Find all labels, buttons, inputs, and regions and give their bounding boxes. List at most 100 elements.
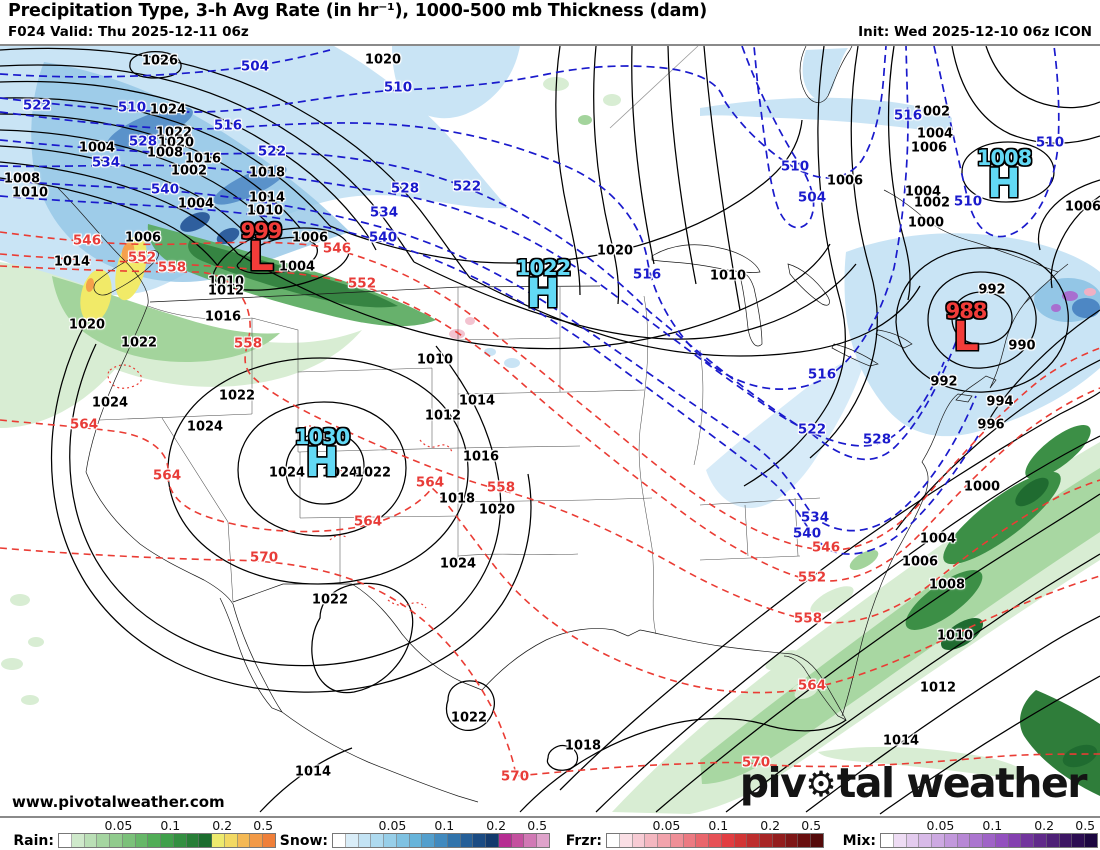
legend-swatch: [696, 834, 710, 847]
watermark-url: www.pivotalweather.com: [12, 793, 225, 811]
legend-color-strip: [332, 833, 550, 848]
legend-swatch: [435, 834, 448, 847]
legend-swatch: [619, 834, 633, 847]
legend-swatch: [384, 834, 397, 847]
legend-swatch: [199, 834, 213, 847]
legend-swatch: [760, 834, 773, 847]
legend-ticks: 0.05 0.1 0.2 0.5: [332, 818, 548, 834]
legend-label: Frzr:: [565, 833, 602, 849]
legend-tick: 0.05: [378, 818, 407, 833]
legend-swatch: [358, 834, 372, 847]
legend-swatch: [71, 834, 85, 847]
legend-tick: 0.2: [486, 818, 507, 833]
legend-swatch: [919, 834, 933, 847]
legend-swatch: [983, 834, 996, 847]
legend-body: 0.05 0.1 0.2 0.5: [606, 818, 824, 850]
legend-swatch: [970, 834, 984, 847]
legend-body: 0.05 0.1 0.2 0.5: [880, 818, 1098, 850]
legend-swatch: [148, 834, 162, 847]
pivotal-weather-logo: piv⚙tal weather: [740, 763, 1088, 805]
legend-swatch: [1008, 834, 1022, 847]
legend-swatch: [709, 834, 722, 847]
legend-swatch: [798, 834, 812, 847]
legend-swatch: [409, 834, 423, 847]
legend-tick: 0.2: [212, 818, 233, 833]
legend-swatch: [396, 834, 410, 847]
legend-swatch: [811, 834, 824, 847]
legend-tick: 0.5: [1075, 818, 1096, 833]
legend-swatch: [1034, 834, 1047, 847]
legend-ticks: 0.05 0.1 0.2 0.5: [58, 818, 274, 834]
legend-swatch: [212, 834, 225, 847]
legend-tick: 0.5: [801, 818, 822, 833]
legend-swatch: [645, 834, 659, 847]
legend-swatch: [173, 834, 187, 847]
legend-body: 0.05 0.1 0.2 0.5: [58, 818, 276, 850]
legend-tick: 0.05: [926, 818, 955, 833]
legend-swatch: [97, 834, 111, 847]
legend-tick: 0.1: [434, 818, 455, 833]
legend-label: Mix:: [842, 833, 876, 849]
legend-tick: 0.05: [104, 818, 133, 833]
legend-tick: 0.1: [708, 818, 729, 833]
gear-icon: ⚙: [805, 765, 837, 805]
legend-swatch: [110, 834, 123, 847]
init-time-label: Init: Wed 2025-12-10 06z ICON: [858, 24, 1092, 40]
legend-swatch: [498, 834, 512, 847]
legend-tick: 0.1: [160, 818, 181, 833]
legend-swatch: [135, 834, 149, 847]
legend-color-strip: [880, 833, 1098, 848]
legend-swatch: [237, 834, 251, 847]
legend-swatch: [460, 834, 474, 847]
legend-swatch: [1085, 834, 1098, 847]
legend-swatch: [250, 834, 264, 847]
legend-label: Rain:: [13, 833, 54, 849]
legend-group-snow: Snow: 0.05 0.1 0.2 0.5: [276, 818, 550, 850]
valid-time-label: F024 Valid: Thu 2025-12-11 06z: [8, 24, 249, 40]
legend-swatch: [658, 834, 671, 847]
legend-swatch: [524, 834, 538, 847]
legend-swatch: [906, 834, 920, 847]
legend-color-strip: [58, 833, 276, 848]
legend-swatch: [632, 834, 646, 847]
legend-swatch: [224, 834, 238, 847]
legend-swatch: [772, 834, 786, 847]
legend-swatch: [422, 834, 436, 847]
logo-text-left: piv: [739, 759, 807, 807]
legend-swatch: [670, 834, 684, 847]
legend-swatch: [1072, 834, 1086, 847]
legend-tick: 0.5: [527, 818, 548, 833]
legend-swatch: [486, 834, 499, 847]
legend-swatch: [1059, 834, 1073, 847]
legend-swatch: [447, 834, 461, 847]
legend-swatch: [932, 834, 945, 847]
legend-group-rain: Rain: 0.05 0.1 0.2 0.5: [2, 818, 276, 850]
legend-swatch: [607, 834, 620, 847]
legend-swatch: [371, 834, 385, 847]
legend-swatch: [785, 834, 799, 847]
legend-group-mix: Mix: 0.05 0.1 0.2 0.5: [824, 818, 1098, 850]
logo-text-right: tal weather: [836, 759, 1088, 807]
legend-tick: 0.2: [760, 818, 781, 833]
legend-swatch: [161, 834, 174, 847]
header-bar: Precipitation Type, 3-h Avg Rate (in hr⁻…: [0, 0, 1100, 46]
legend-ticks: 0.05 0.1 0.2 0.5: [606, 818, 822, 834]
legend-swatch: [263, 834, 276, 847]
legend-swatch: [537, 834, 550, 847]
legend-swatch: [1046, 834, 1060, 847]
legend-swatch: [944, 834, 958, 847]
legend-tick: 0.5: [253, 818, 274, 833]
legend-swatch: [122, 834, 136, 847]
legend-swatch: [747, 834, 761, 847]
legend-tick: 0.2: [1034, 818, 1055, 833]
page-title: Precipitation Type, 3-h Avg Rate (in hr⁻…: [8, 1, 708, 21]
precip-rate-legend: Rain: 0.05 0.1 0.2 0.5 Snow: 0.05 0.1 0.2 0.5 Frzr…: [0, 816, 1100, 850]
legend-swatch: [333, 834, 346, 847]
legend-swatch: [511, 834, 525, 847]
legend-swatch: [893, 834, 907, 847]
legend-swatch: [683, 834, 697, 847]
legend-swatch: [59, 834, 72, 847]
legend-body: 0.05 0.1 0.2 0.5: [332, 818, 550, 850]
